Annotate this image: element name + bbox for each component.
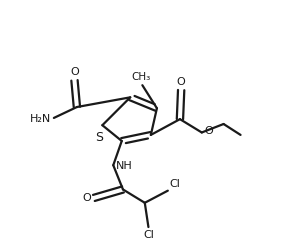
Text: H₂N: H₂N [29,114,51,124]
Text: NH: NH [116,161,133,171]
Text: O: O [82,193,91,203]
Text: O: O [70,67,79,77]
Text: S: S [95,131,103,144]
Text: Cl: Cl [144,230,154,240]
Text: Cl: Cl [170,180,181,189]
Text: O: O [177,77,185,87]
Text: CH₃: CH₃ [131,72,151,82]
Text: O: O [204,126,213,136]
